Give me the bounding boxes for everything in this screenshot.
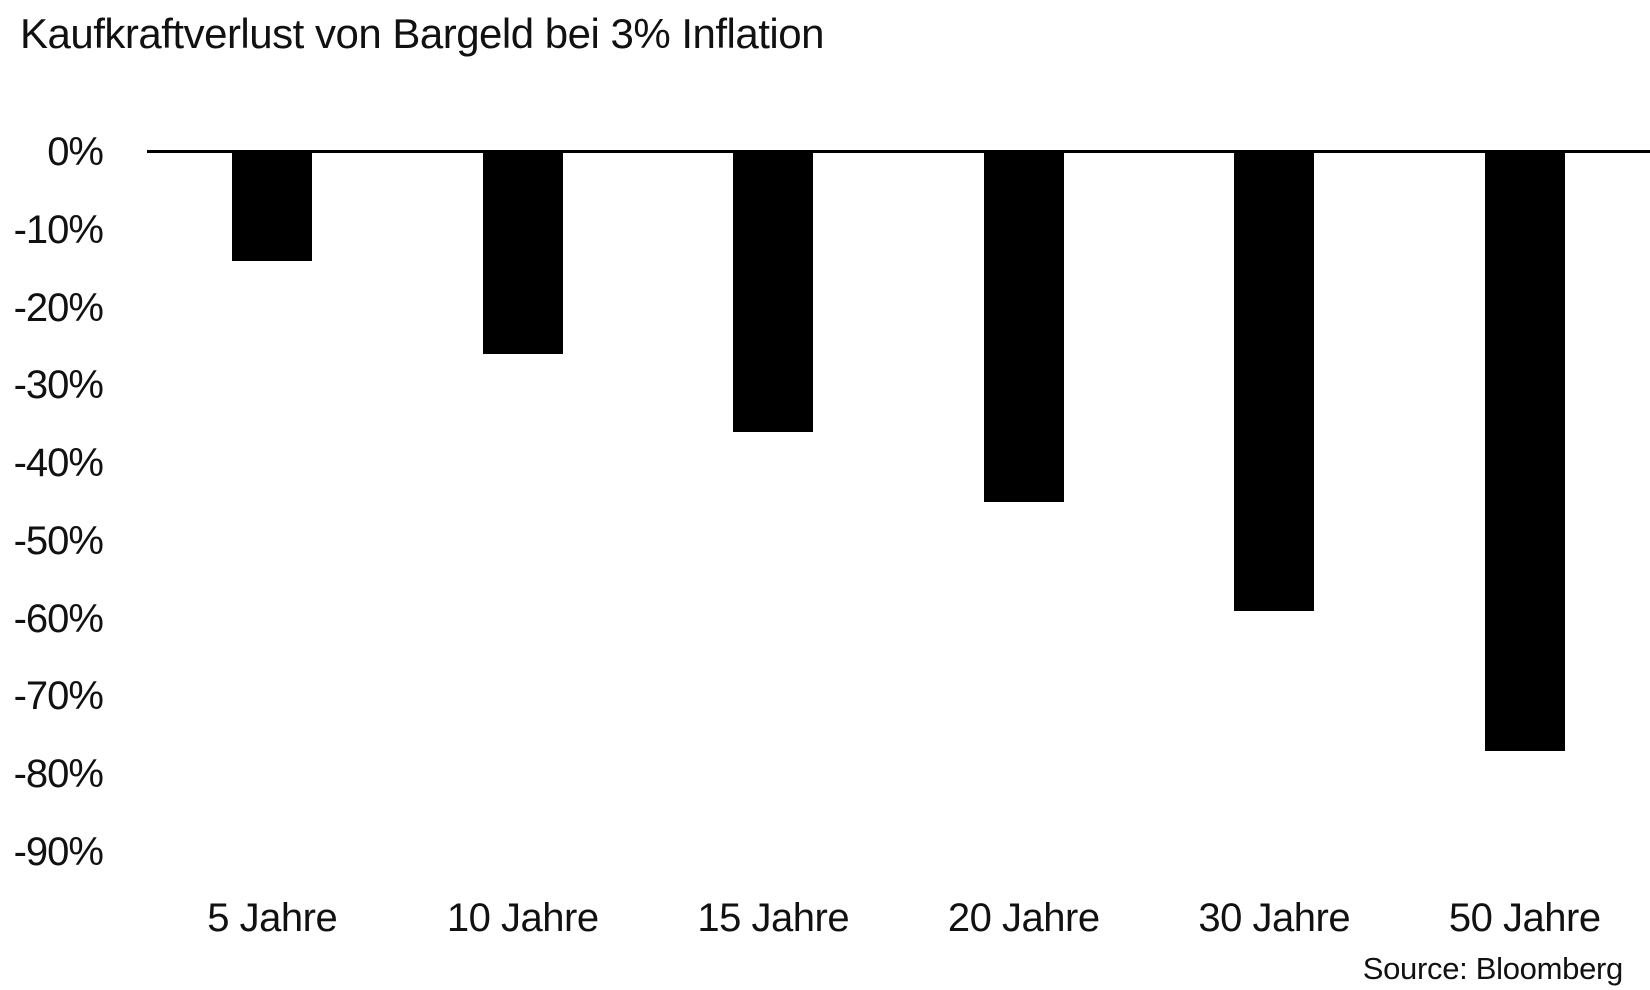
chart-title: Kaufkraftverlust von Bargeld bei 3% Infl… [20, 10, 824, 57]
y-axis-tick-label: 0% [47, 130, 104, 174]
y-axis-tick-label: -10% [13, 207, 104, 252]
y-axis-tick-label: -90% [13, 830, 104, 874]
x-axis-tick-label: 50 Jahre [1448, 896, 1601, 940]
x-axis-tick-label: 20 Jahre [947, 896, 1100, 940]
bar [733, 152, 814, 432]
y-axis-tick-label: -30% [13, 363, 104, 408]
y-axis-tick-label: -20% [13, 285, 104, 330]
bar [482, 152, 563, 355]
x-axis-zero-line [147, 150, 1650, 153]
bar [983, 152, 1064, 502]
y-axis-tick-label: -50% [13, 518, 104, 563]
x-axis-tick-label: 15 Jahre [697, 896, 850, 940]
x-axis-tick-label: 5 Jahre [207, 896, 338, 940]
y-axis-tick-label: -40% [13, 441, 104, 486]
y-axis-tick-label: -60% [13, 596, 104, 641]
x-axis-tick-label: 30 Jahre [1198, 896, 1351, 940]
bar [1484, 152, 1565, 751]
bar [1234, 152, 1315, 611]
y-axis-tick-label: -80% [13, 752, 104, 797]
source-credit: Source: Bloomberg [1362, 951, 1624, 986]
bar [232, 152, 313, 261]
y-axis-tick-label: -70% [13, 674, 104, 719]
x-axis-tick-label: 10 Jahre [446, 896, 599, 940]
